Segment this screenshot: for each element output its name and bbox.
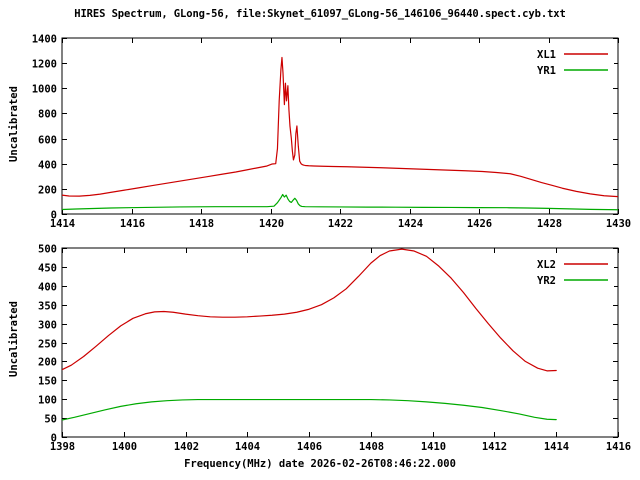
y-tick-label: 200 xyxy=(38,185,57,197)
y-tick-label: 150 xyxy=(38,376,57,388)
legend-label-xl2: XL2 xyxy=(537,259,556,271)
x-tick-label: 1416 xyxy=(120,218,145,230)
y-tick-label: 1400 xyxy=(32,34,57,46)
x-tick-label: 1406 xyxy=(297,441,322,453)
x-tick-label: 1416 xyxy=(606,441,631,453)
y-tick-label: 300 xyxy=(38,320,57,332)
x-axis-label: Frequency(MHz) date 2026-02-26T08:46:22.… xyxy=(184,458,456,470)
x-tick-label: 1422 xyxy=(328,218,353,230)
y-tick-label: 600 xyxy=(38,135,57,147)
y-tick-label: 1000 xyxy=(32,84,57,96)
x-tick-label: 1408 xyxy=(359,441,384,453)
series-line-yr2 xyxy=(62,398,557,421)
legend-label-xl1: XL1 xyxy=(537,49,556,61)
y-tick-label: 250 xyxy=(38,339,57,351)
y-tick-label: 200 xyxy=(38,357,57,369)
x-tick-label: 1420 xyxy=(259,218,284,230)
y-tick-label: 400 xyxy=(38,282,57,294)
x-tick-label: 1400 xyxy=(112,441,137,453)
legend-label-yr1: YR1 xyxy=(537,65,556,77)
legend-label-yr2: YR2 xyxy=(537,275,556,287)
page-title: HIRES Spectrum, GLong-56, file:Skynet_61… xyxy=(74,8,566,20)
x-tick-label: 1410 xyxy=(421,441,446,453)
x-tick-label: 1412 xyxy=(482,441,507,453)
series-line-xl2 xyxy=(62,248,557,372)
x-tick-label: 1426 xyxy=(467,218,492,230)
y-tick-label: 450 xyxy=(38,263,57,275)
series-line-yr1 xyxy=(62,193,618,211)
x-tick-label: 1414 xyxy=(50,218,75,230)
x-tick-label: 1404 xyxy=(235,441,260,453)
y-tick-label: 1200 xyxy=(32,59,57,71)
x-tick-label: 1414 xyxy=(544,441,569,453)
y-tick-label: 50 xyxy=(44,414,57,426)
y-tick-label: 500 xyxy=(38,244,57,256)
x-tick-label: 1402 xyxy=(174,441,199,453)
y-tick-label: 400 xyxy=(38,160,57,172)
x-tick-label: 1398 xyxy=(50,441,75,453)
y-tick-label: 800 xyxy=(38,109,57,121)
y-tick-label: 0 xyxy=(51,210,57,222)
series-line-xl1 xyxy=(62,56,618,198)
y-tick-label: 100 xyxy=(38,395,57,407)
y-tick-label: 350 xyxy=(38,301,57,313)
y-tick-label: 0 xyxy=(51,433,57,445)
x-tick-label: 1428 xyxy=(537,218,562,230)
x-tick-label: 1430 xyxy=(606,218,631,230)
x-tick-label: 1418 xyxy=(189,218,214,230)
x-tick-label: 1424 xyxy=(398,218,423,230)
